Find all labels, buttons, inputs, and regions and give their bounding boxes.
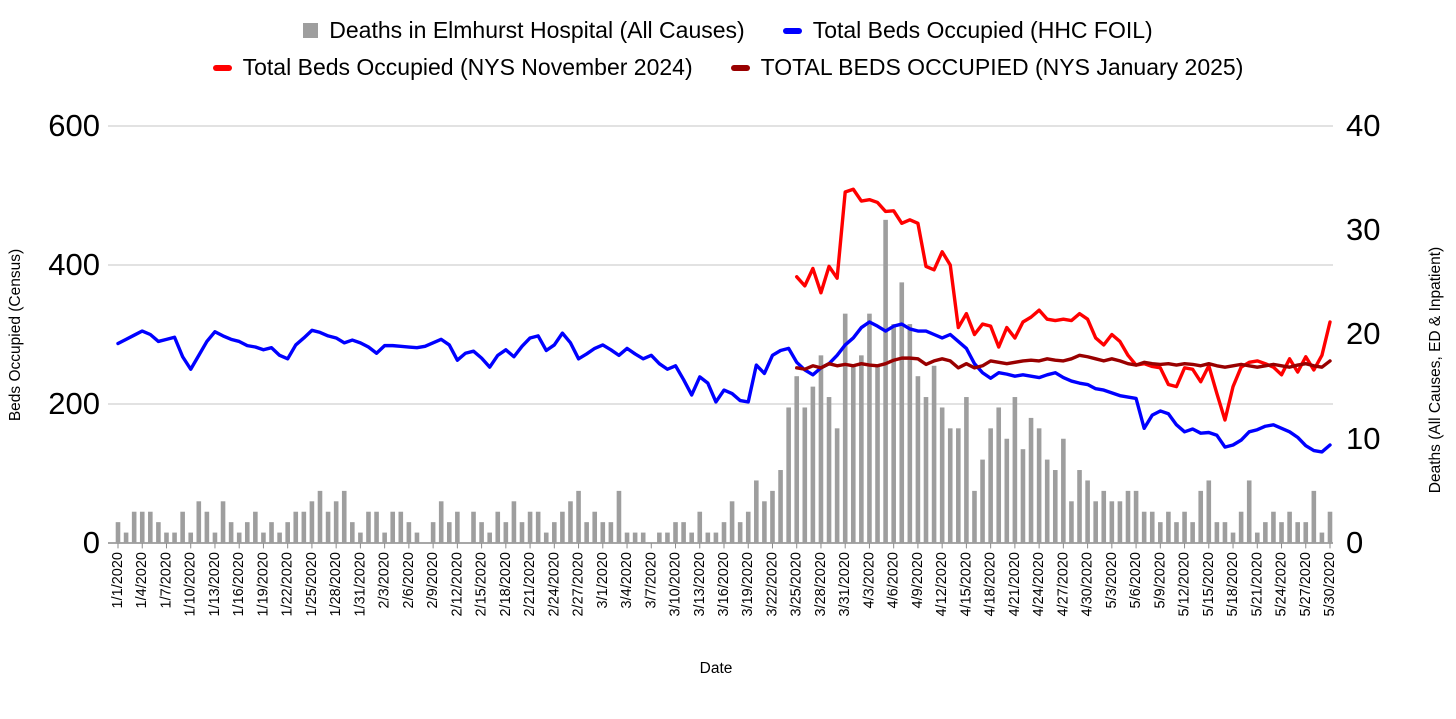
right-axis-tick-20: 20 — [1346, 316, 1381, 351]
legend-item-nys-november: Total Beds Occupied (NYS November 2024) — [212, 54, 693, 80]
legend-label-nys-november: Total Beds Occupied (NYS November 2024) — [242, 54, 693, 80]
right-axis-tick-30: 30 — [1346, 212, 1381, 247]
legend-row-1: Deaths in Elmhurst Hospital (All Causes)… — [0, 12, 1456, 49]
right-axis-tick-10: 10 — [1346, 421, 1381, 456]
right-axis-tick-40: 40 — [1346, 108, 1381, 143]
legend-marker-nys-january-dash — [730, 64, 750, 71]
left-axis-tick-400: 400 — [48, 247, 100, 282]
legend-label-deaths: Deaths in Elmhurst Hospital (All Causes) — [329, 17, 745, 43]
x-axis-title: Date — [699, 660, 733, 677]
legend-label-nys-january: TOTAL BEDS OCCUPIED (NYS January 2025) — [760, 54, 1244, 80]
legend-marker-nys-november-dash — [212, 64, 232, 71]
legend-marker-deaths-square — [303, 23, 319, 38]
legend-item-nys-january: TOTAL BEDS OCCUPIED (NYS January 2025) — [730, 54, 1244, 80]
left-axis-tick-0: 0 — [82, 525, 100, 560]
left-axis-title: Beds Occupied (Census) — [7, 248, 24, 422]
legend-item-hhc-foil: Total Beds Occupied (HHC FOIL) — [782, 17, 1153, 43]
legend-marker-hhc-dash — [782, 27, 802, 34]
legend-row-2: Total Beds Occupied (NYS November 2024) … — [0, 49, 1456, 86]
left-axis-tick-600: 600 — [48, 108, 100, 143]
legend-label-hhc-foil: Total Beds Occupied (HHC FOIL) — [812, 17, 1153, 43]
left-axis-tick-200: 200 — [48, 386, 100, 421]
right-axis-title: Deaths (All Causes, ED & Inpatient) — [1427, 246, 1444, 494]
chart-legend: Deaths in Elmhurst Hospital (All Causes)… — [0, 12, 1456, 86]
right-axis-tick-0: 0 — [1346, 525, 1364, 560]
legend-item-deaths: Deaths in Elmhurst Hospital (All Causes) — [303, 17, 745, 43]
